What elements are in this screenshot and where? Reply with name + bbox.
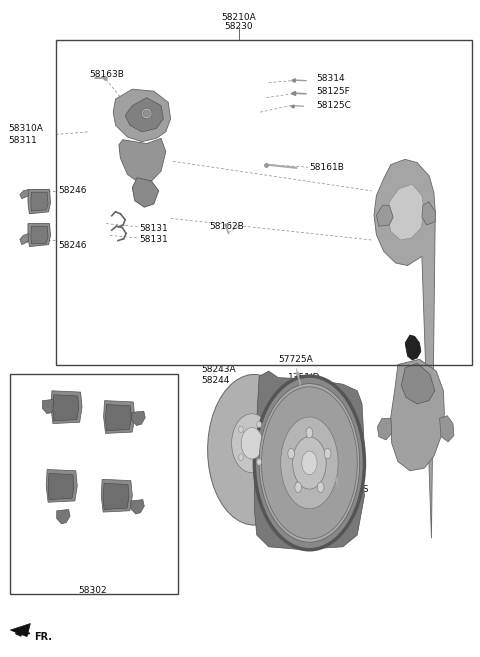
Polygon shape	[286, 476, 302, 505]
Text: 1351JD: 1351JD	[288, 373, 320, 382]
Ellipse shape	[257, 459, 262, 465]
Ellipse shape	[302, 451, 317, 475]
Ellipse shape	[259, 384, 360, 542]
Text: 58244: 58244	[202, 376, 230, 386]
Polygon shape	[10, 623, 30, 637]
Ellipse shape	[254, 376, 364, 550]
Ellipse shape	[262, 387, 357, 539]
Text: 58230: 58230	[224, 22, 253, 32]
Polygon shape	[51, 391, 82, 424]
Polygon shape	[125, 98, 163, 132]
Text: FR.: FR.	[34, 631, 52, 642]
Polygon shape	[405, 335, 421, 360]
Polygon shape	[374, 160, 435, 538]
Polygon shape	[31, 226, 48, 244]
Polygon shape	[401, 363, 435, 404]
Text: 58311: 58311	[8, 136, 36, 145]
Text: 58131: 58131	[140, 235, 168, 244]
Text: 58310A: 58310A	[8, 124, 43, 133]
Ellipse shape	[288, 448, 295, 459]
Polygon shape	[387, 184, 424, 240]
Polygon shape	[106, 405, 132, 431]
Text: 58163B: 58163B	[89, 70, 124, 79]
Text: 58131: 58131	[140, 223, 168, 233]
Polygon shape	[422, 202, 435, 225]
Text: 58161B: 58161B	[310, 164, 344, 172]
Polygon shape	[104, 401, 135, 434]
Text: 58162B: 58162B	[209, 222, 244, 231]
Polygon shape	[31, 192, 48, 211]
Polygon shape	[132, 411, 145, 426]
Polygon shape	[132, 177, 158, 207]
Ellipse shape	[241, 428, 263, 459]
Ellipse shape	[324, 448, 331, 459]
Ellipse shape	[142, 108, 152, 119]
Bar	[10, 374, 178, 594]
Ellipse shape	[143, 110, 150, 117]
Polygon shape	[254, 371, 364, 549]
Text: 58411B: 58411B	[278, 394, 313, 403]
Ellipse shape	[257, 421, 262, 428]
Polygon shape	[48, 474, 74, 499]
Polygon shape	[440, 416, 454, 442]
Text: 58125C: 58125C	[317, 101, 351, 110]
Text: 58314: 58314	[317, 74, 345, 83]
Ellipse shape	[293, 437, 326, 489]
Ellipse shape	[239, 426, 243, 432]
Text: 58246: 58246	[58, 240, 86, 250]
Text: 58302: 58302	[78, 586, 107, 595]
Text: 58246: 58246	[58, 187, 86, 195]
Ellipse shape	[239, 454, 243, 461]
Polygon shape	[20, 233, 29, 244]
Polygon shape	[42, 399, 56, 414]
Ellipse shape	[295, 482, 301, 493]
Ellipse shape	[232, 414, 272, 473]
Ellipse shape	[281, 417, 338, 509]
Polygon shape	[119, 139, 166, 183]
Polygon shape	[28, 223, 50, 246]
Polygon shape	[208, 374, 300, 525]
Polygon shape	[57, 509, 70, 524]
Polygon shape	[131, 499, 144, 514]
Ellipse shape	[317, 482, 324, 493]
Polygon shape	[103, 484, 129, 509]
Text: 58243A: 58243A	[202, 365, 236, 374]
Polygon shape	[53, 395, 79, 421]
Polygon shape	[20, 189, 29, 198]
Text: 58125F: 58125F	[317, 87, 350, 96]
Polygon shape	[377, 419, 392, 440]
Text: 1220FS: 1220FS	[336, 485, 369, 493]
Polygon shape	[46, 470, 77, 502]
Polygon shape	[101, 480, 132, 512]
Ellipse shape	[306, 428, 313, 438]
Polygon shape	[391, 359, 444, 471]
Text: 58210A: 58210A	[221, 13, 256, 22]
Polygon shape	[28, 189, 50, 214]
Text: 57725A: 57725A	[278, 355, 313, 364]
Polygon shape	[113, 89, 170, 142]
Bar	[56, 40, 472, 365]
Polygon shape	[376, 205, 393, 226]
